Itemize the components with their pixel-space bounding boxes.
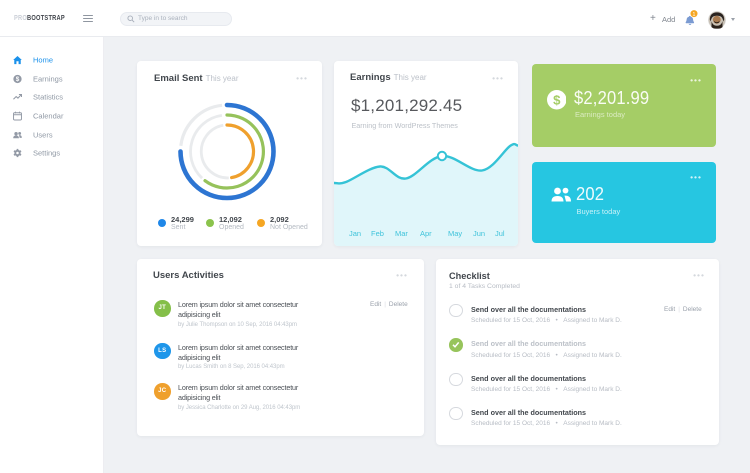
svg-text:$: $ <box>16 76 20 83</box>
svg-text:$: $ <box>553 92 561 107</box>
svg-text:1: 1 <box>693 12 696 18</box>
